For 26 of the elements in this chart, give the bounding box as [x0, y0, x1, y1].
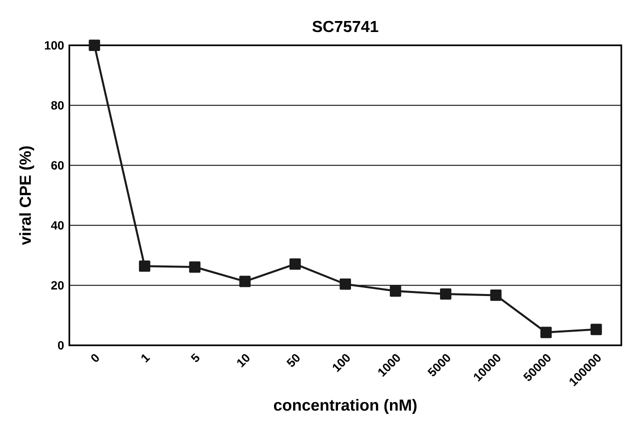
x-tick-label: 5 — [190, 353, 200, 362]
x-tick-label: 100 — [332, 354, 350, 372]
point — [239, 276, 251, 288]
chart-title: SC75741 — [312, 20, 378, 32]
y-tick-label: 60 — [51, 161, 64, 170]
y-tick-label: 40 — [51, 221, 64, 230]
x-tick-label: 1 — [141, 354, 150, 363]
point — [390, 285, 402, 297]
x-tick-label: 10 — [237, 354, 250, 368]
point — [189, 261, 200, 273]
y-tick-label: 20 — [51, 281, 64, 290]
x-axis-title: concentration (nM) — [274, 399, 417, 414]
point — [490, 290, 502, 301]
point — [289, 258, 301, 270]
x-tick-label: 0 — [91, 354, 99, 362]
y-tick-label: 100 — [44, 41, 64, 50]
y-tick-label: 80 — [51, 101, 64, 110]
point — [440, 288, 452, 300]
point — [88, 40, 100, 51]
point — [340, 278, 351, 290]
point — [138, 260, 150, 272]
y-tick-label: 0 — [58, 341, 64, 350]
point — [540, 326, 552, 338]
x-tick-label: 50 — [286, 354, 300, 367]
y-axis-title: viral CPE (%) — [19, 146, 34, 246]
point — [590, 324, 602, 336]
